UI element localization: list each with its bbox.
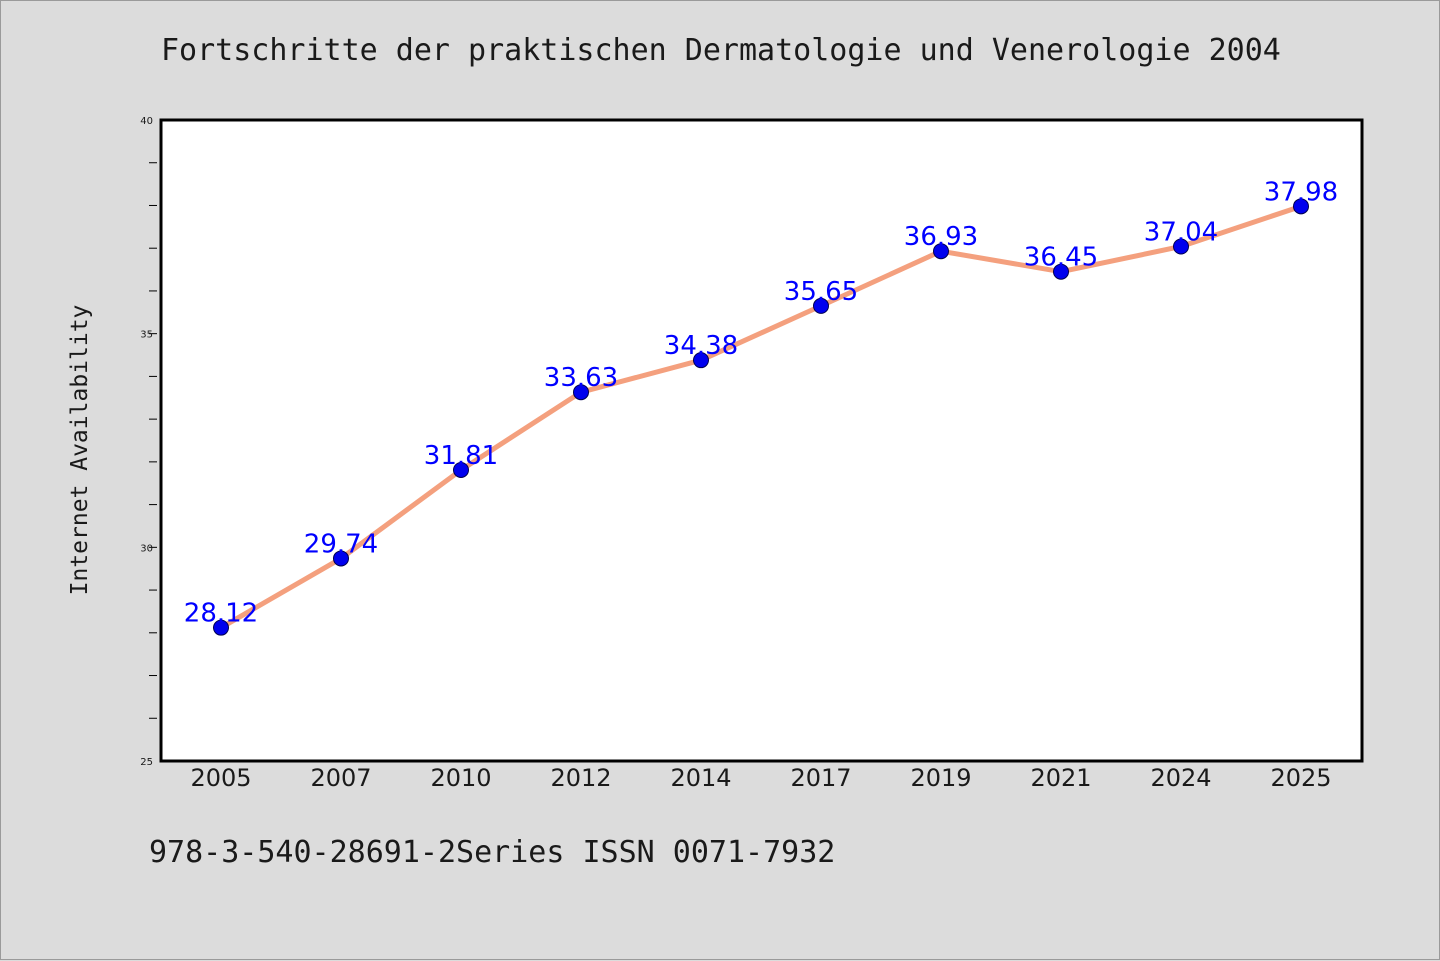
x-tick-label: 2012 <box>550 764 611 792</box>
series-points-group <box>213 198 1309 636</box>
data-label: 31.81 <box>424 441 498 471</box>
data-label: 34.38 <box>664 331 738 361</box>
y-minor-ticks <box>149 162 157 719</box>
data-label: 36.45 <box>1024 243 1098 273</box>
data-labels-group: 28.12 29.74 31.81 33.63 34.38 35.65 36.93 36.45… <box>184 177 1338 628</box>
data-point <box>333 550 349 567</box>
chart-title: Fortschritte der praktischen Dermatologi… <box>161 33 1281 68</box>
x-tick-label: 2010 <box>430 764 491 792</box>
data-label: 37.04 <box>1144 217 1218 247</box>
data-point <box>453 461 469 478</box>
x-tick-labels: 2005 2007 2010 2012 2014 2017 2019 2021 2024 2025 <box>190 764 1331 792</box>
series-line-group <box>219 203 1302 630</box>
plot-area <box>159 118 1364 763</box>
data-point <box>933 243 949 260</box>
data-point <box>213 619 229 636</box>
x-tick-label: 2005 <box>190 764 251 792</box>
y-tick-label: 40 <box>140 116 153 127</box>
data-label: 28.12 <box>184 599 258 629</box>
y-tick-label: 25 <box>140 757 153 768</box>
data-label: 29.74 <box>304 529 378 559</box>
x-tick-label: 2014 <box>670 764 731 792</box>
x-tick-label: 2021 <box>1030 764 1091 792</box>
data-point <box>1173 238 1189 255</box>
x-tick-label: 2019 <box>910 764 971 792</box>
data-label: 35.65 <box>784 277 858 307</box>
data-point <box>573 384 589 401</box>
data-point <box>693 352 709 369</box>
data-point <box>1053 263 1069 280</box>
y-tick-label: 30 <box>140 543 153 554</box>
data-label: 37.98 <box>1264 177 1338 207</box>
y-tick-label: 35 <box>140 330 153 341</box>
footer-isbn-issn: 978-3-540-28691-2Series ISSN 0071-7932 <box>149 835 836 870</box>
data-point <box>1293 198 1309 215</box>
x-tick-label: 2024 <box>1150 764 1211 792</box>
data-label: 33.63 <box>544 363 618 393</box>
x-tick-label: 2017 <box>790 764 851 792</box>
x-tick-label: 2025 <box>1270 764 1331 792</box>
y-axis-label: Internet Availability <box>67 305 93 596</box>
series-line <box>219 203 1302 630</box>
y-tick-labels: 25 30 35 40 <box>140 116 153 768</box>
data-point <box>813 297 829 314</box>
x-tick-label: 2007 <box>310 764 371 792</box>
data-label: 36.93 <box>904 222 978 252</box>
